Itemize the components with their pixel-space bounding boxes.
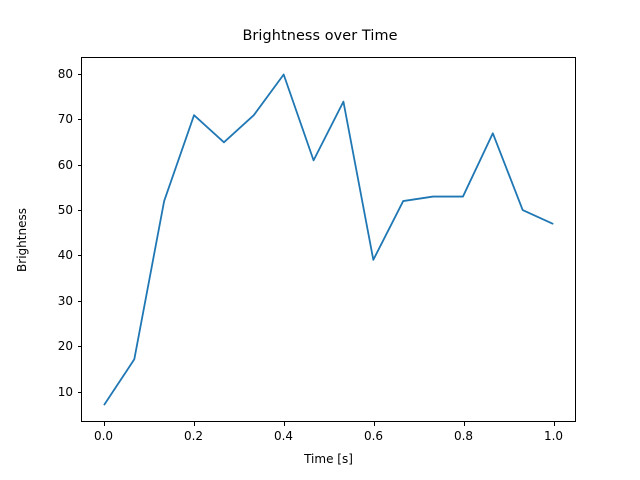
x-tick-mark bbox=[553, 422, 555, 426]
chart-title: Brightness over Time bbox=[242, 28, 398, 44]
x-axis-label: Time [s] bbox=[304, 452, 353, 466]
x-tick-mark bbox=[373, 422, 375, 426]
x-tick-label: 1.0 bbox=[543, 429, 564, 443]
x-tick-label: 0.8 bbox=[453, 429, 474, 443]
y-tick-label: 20 bbox=[57, 339, 73, 354]
y-tick-mark bbox=[77, 73, 81, 75]
y-tick-label: 40 bbox=[57, 248, 73, 263]
line-series-svg bbox=[103, 73, 554, 406]
y-tick-label: 10 bbox=[57, 384, 73, 399]
y-tick-mark bbox=[77, 209, 81, 211]
x-tick-mark bbox=[103, 422, 105, 426]
y-tick-mark bbox=[77, 164, 81, 166]
x-tick-mark bbox=[463, 422, 465, 426]
y-tick-mark bbox=[77, 391, 81, 393]
y-tick-label: 70 bbox=[57, 112, 73, 127]
x-tick-label: 0.2 bbox=[183, 429, 204, 443]
x-tick-mark bbox=[193, 422, 195, 426]
y-tick-mark bbox=[77, 119, 81, 121]
y-tick-label: 80 bbox=[57, 66, 73, 81]
x-tick-mark bbox=[283, 422, 285, 426]
x-tick-label: 0.0 bbox=[93, 429, 114, 443]
line-series-brightness bbox=[103, 73, 554, 406]
x-tick-label: 0.4 bbox=[273, 429, 294, 443]
y-tick-label: 50 bbox=[57, 202, 73, 217]
x-tick-label: 0.6 bbox=[363, 429, 384, 443]
y-axis-label: Brightness bbox=[15, 207, 29, 272]
y-tick-mark bbox=[77, 346, 81, 348]
y-tick-label: 60 bbox=[57, 157, 73, 172]
plot-area bbox=[81, 57, 576, 422]
y-tick-mark bbox=[77, 300, 81, 302]
y-tick-mark bbox=[77, 255, 81, 257]
y-tick-label: 30 bbox=[57, 293, 73, 308]
